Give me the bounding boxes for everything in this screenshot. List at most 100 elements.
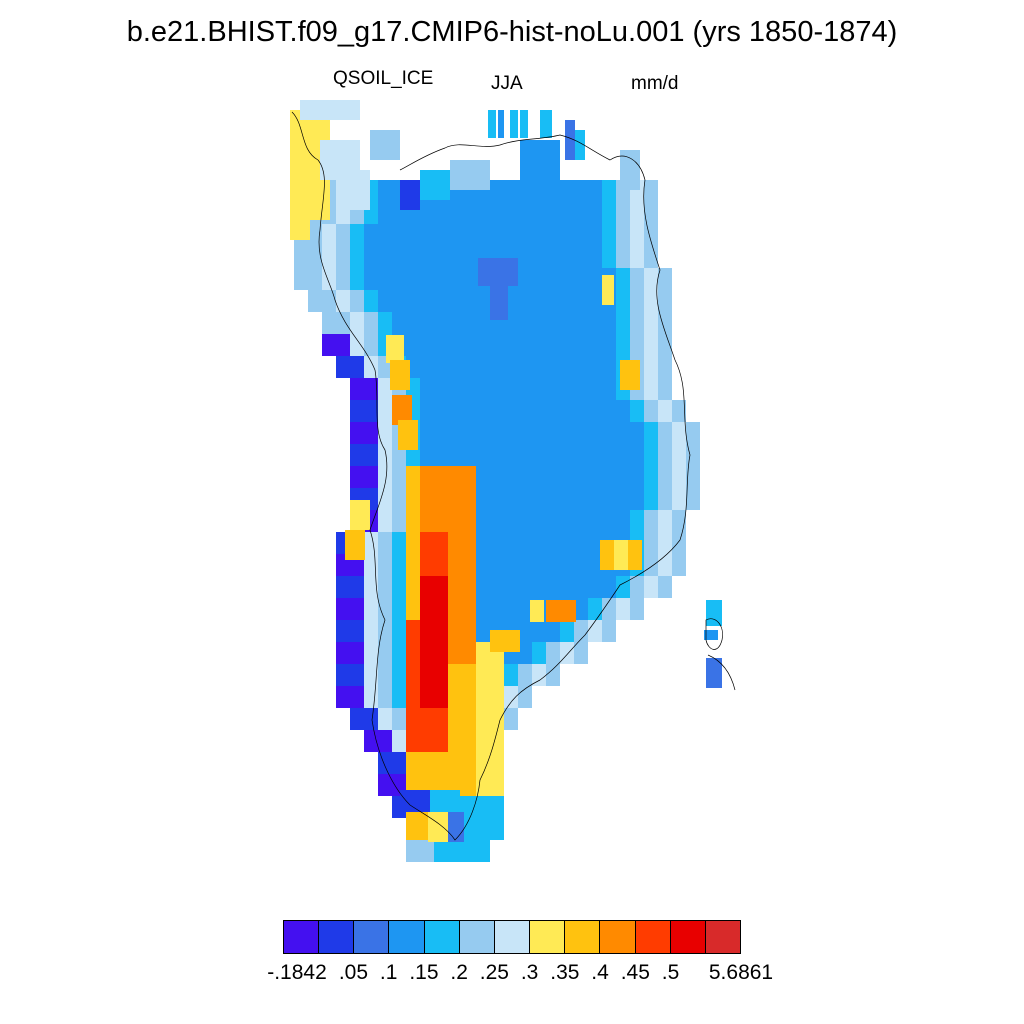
map-cell (658, 576, 672, 598)
map-cell (560, 620, 574, 642)
map-cell (490, 598, 504, 620)
map-cell (490, 752, 504, 774)
map-cell (588, 598, 602, 620)
map-cell (462, 642, 476, 664)
map-cell (504, 532, 518, 554)
map-cell (518, 642, 532, 664)
map-cell (706, 600, 722, 626)
map-cell (448, 334, 462, 356)
map-cell (574, 268, 588, 290)
map-cell (476, 510, 490, 532)
map-cell (336, 598, 350, 620)
map-cell (462, 290, 476, 312)
colorbar-box-10 (635, 921, 671, 953)
map-cell (588, 576, 602, 598)
map-cell (546, 664, 560, 686)
map-cell (378, 444, 392, 466)
map-cell (308, 268, 322, 290)
map-cell (560, 246, 574, 268)
colorbar-label: .3 (520, 961, 539, 984)
map-cell (658, 510, 672, 532)
map-cell (658, 554, 672, 576)
map-cell (434, 708, 448, 730)
map-cell (658, 444, 672, 466)
map-cell (448, 290, 462, 312)
map-cell (532, 510, 546, 532)
colorbar-label: -.1842 (267, 961, 327, 984)
map-cell (434, 664, 448, 686)
map-cell (532, 224, 546, 246)
map-cell (322, 334, 336, 356)
map-cell (616, 224, 630, 246)
map-cell (392, 664, 406, 686)
map-cell (490, 444, 504, 466)
map-cell (630, 466, 644, 488)
map-cell (672, 488, 686, 510)
map-cell (588, 290, 602, 312)
map-cell (658, 422, 672, 444)
map-cell (504, 180, 518, 202)
map-cell (488, 110, 496, 138)
map-cell (420, 312, 434, 334)
map-cell (350, 664, 364, 686)
map-cell (462, 532, 476, 554)
map-cell (420, 554, 434, 576)
map-cell (322, 224, 336, 246)
map-cell (532, 180, 546, 202)
map-cell (672, 400, 686, 422)
map-cell (336, 620, 350, 642)
map-cell (476, 312, 490, 334)
map-cell (350, 686, 364, 708)
map-cell (448, 686, 462, 708)
map-cell (630, 246, 644, 268)
map-cell (546, 422, 560, 444)
map-cell (434, 840, 448, 862)
map-cell (476, 598, 490, 620)
map-cell (336, 576, 350, 598)
map-cell (546, 224, 560, 246)
map-cell (462, 488, 476, 510)
map-cell (574, 532, 588, 554)
map-cell (588, 510, 602, 532)
map-cell (434, 290, 448, 312)
map-cell (574, 422, 588, 444)
map-cell (378, 576, 392, 598)
map-cell (490, 664, 504, 686)
map-cell (398, 420, 418, 450)
map-cell (630, 598, 644, 620)
map-cell (434, 268, 448, 290)
map-cell (364, 268, 378, 290)
map-cell (518, 598, 532, 620)
map-cell (588, 554, 602, 576)
map-cell (448, 268, 462, 290)
map-cell (378, 202, 392, 224)
map-cell (476, 444, 490, 466)
map-cell (476, 356, 490, 378)
map-cell (364, 730, 378, 752)
map-cell (546, 246, 560, 268)
map-cell (476, 532, 490, 554)
map-cell (378, 730, 392, 752)
map-cell (672, 510, 686, 532)
map-cell (378, 752, 392, 774)
map-cell (706, 658, 722, 688)
map-cell (476, 378, 490, 400)
map-cell (616, 466, 630, 488)
map-cell (434, 488, 448, 510)
map-cell (350, 708, 364, 730)
map-cell (290, 220, 310, 240)
map-cell (490, 630, 520, 652)
map-cell (434, 378, 448, 400)
map-cell (350, 378, 364, 400)
map-cell (420, 202, 434, 224)
map-cell (616, 444, 630, 466)
map-cell (462, 598, 476, 620)
map-cell (490, 686, 504, 708)
map-cell (420, 532, 434, 554)
map-cell (406, 290, 420, 312)
map-cell (588, 466, 602, 488)
map-cell (322, 312, 336, 334)
map-cell (300, 100, 360, 120)
map-cell (490, 466, 504, 488)
map-cell (420, 400, 434, 422)
